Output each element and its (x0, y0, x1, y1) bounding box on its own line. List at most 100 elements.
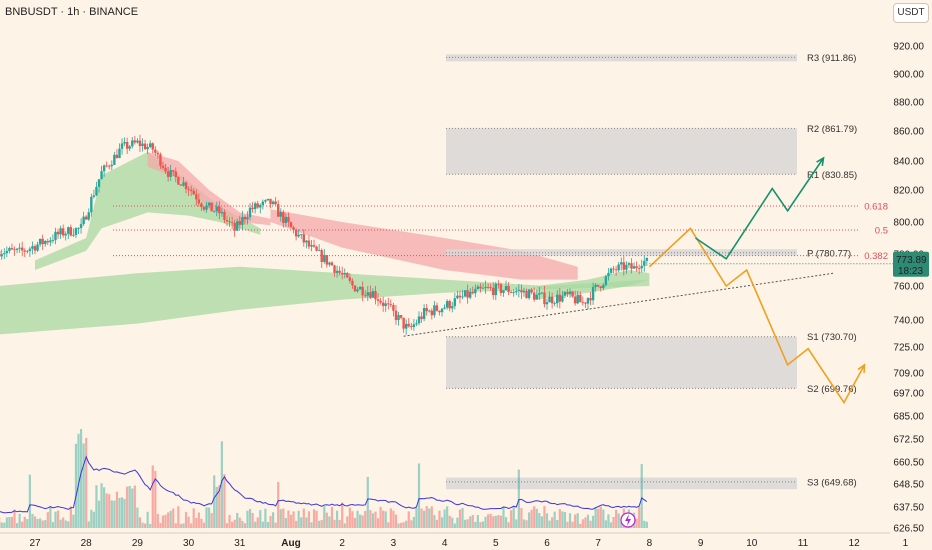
time-axis[interactable]: 27 28 29 30 31 Aug 2 3 4 5 6 7 8 9 10 11 12 1 (0, 532, 909, 549)
volume-bar (225, 523, 229, 528)
ribbon-bands (0, 152, 650, 335)
candle-body (67, 227, 70, 234)
volume-bar (545, 513, 549, 528)
candle-body (399, 315, 403, 318)
candle-body (230, 222, 234, 224)
volume-bar (476, 515, 479, 528)
candle-body (113, 154, 116, 165)
candle-body (607, 272, 610, 277)
candle-body (474, 289, 477, 294)
candle-body (207, 202, 211, 206)
candle-body (202, 207, 206, 210)
x-tick-label: 11 (798, 538, 809, 549)
short-ma-ribbon-2 (147, 152, 271, 226)
volume-bar (469, 516, 472, 528)
flash-icon[interactable] (620, 512, 636, 528)
volume-bar (21, 521, 24, 528)
volume-bar (95, 485, 98, 528)
candle-body (38, 238, 42, 245)
volume-bar (387, 522, 390, 528)
candle-body (241, 216, 244, 225)
volume-bar (553, 511, 556, 528)
volume-bar (446, 506, 449, 528)
candle-body (502, 290, 505, 293)
volume-bar (435, 519, 439, 528)
volume-bar (492, 516, 495, 528)
candle-body (248, 207, 252, 218)
volume-bar (474, 521, 477, 528)
volume-bar (458, 509, 462, 528)
volume-bar (264, 508, 267, 528)
volume-bar (23, 516, 26, 528)
candle-body (550, 296, 554, 304)
candle-body (10, 248, 14, 250)
y-tick-label: 840.00 (893, 157, 924, 168)
volume-bar (72, 514, 75, 528)
candle-body (571, 291, 574, 297)
candle-body (637, 268, 641, 269)
volume-bar (320, 519, 323, 528)
candle-body (51, 240, 55, 241)
candle-body (553, 303, 556, 305)
candle-body (90, 196, 93, 213)
candle-body (384, 303, 387, 306)
volume-bar (218, 485, 221, 528)
volume-bar (535, 508, 538, 528)
volume-bar (612, 516, 615, 528)
volume-bar (54, 511, 57, 528)
price-axis[interactable]: 920.00 900.00 880.00 860.00 840.00 820.00 800.… (893, 42, 924, 535)
candle-body (238, 221, 241, 225)
candle-body (102, 165, 106, 172)
volume-bar (430, 506, 433, 528)
volume-bar (128, 486, 131, 528)
volume-bar (617, 513, 620, 528)
y-tick-label: 626.50 (893, 524, 924, 535)
volume-bar (167, 512, 170, 528)
volume-bar (131, 488, 134, 528)
long-ma-ribbon (0, 266, 650, 335)
candle-body (125, 141, 129, 149)
candle-body (172, 170, 175, 172)
candle-body (594, 284, 597, 288)
volume-bar (177, 506, 180, 528)
candle-body (44, 241, 47, 245)
candle-body (499, 284, 503, 293)
volume-bar (161, 515, 165, 528)
volume-bar (586, 514, 590, 528)
volume-bar (190, 523, 193, 528)
candle-body (561, 295, 564, 302)
volume-bar (609, 522, 613, 528)
currency-unit-button[interactable]: USDT (893, 3, 929, 23)
candle-body (504, 286, 508, 291)
candle-body (294, 229, 298, 237)
candle-body (192, 190, 195, 195)
candle-body (494, 283, 497, 296)
volume-bar (154, 470, 157, 528)
candle-body (59, 228, 62, 235)
volume-bar (118, 497, 121, 528)
candle-body (143, 143, 147, 150)
volume-bar (210, 513, 213, 528)
volume-bar (36, 518, 39, 528)
volume-bar (18, 513, 21, 528)
candle-body (584, 302, 587, 304)
volume-bar (561, 511, 564, 528)
volume-bar (5, 517, 8, 528)
candle-body (236, 221, 239, 231)
volume-bar (41, 520, 44, 528)
volume-bar (100, 483, 103, 528)
candle-body (108, 165, 111, 167)
volume-bar (423, 510, 426, 528)
bullish-scenario-path (695, 157, 825, 260)
volume-ma-line (0, 455, 648, 514)
y-tick-label: 760.00 (893, 282, 924, 293)
candle-body (397, 315, 400, 321)
candle-body (174, 171, 177, 178)
volume-bar (269, 515, 272, 528)
candle-body (246, 217, 249, 220)
candle-body (617, 264, 620, 271)
candle-body (364, 295, 367, 297)
candle-body (92, 195, 96, 197)
candle-body (407, 323, 410, 327)
